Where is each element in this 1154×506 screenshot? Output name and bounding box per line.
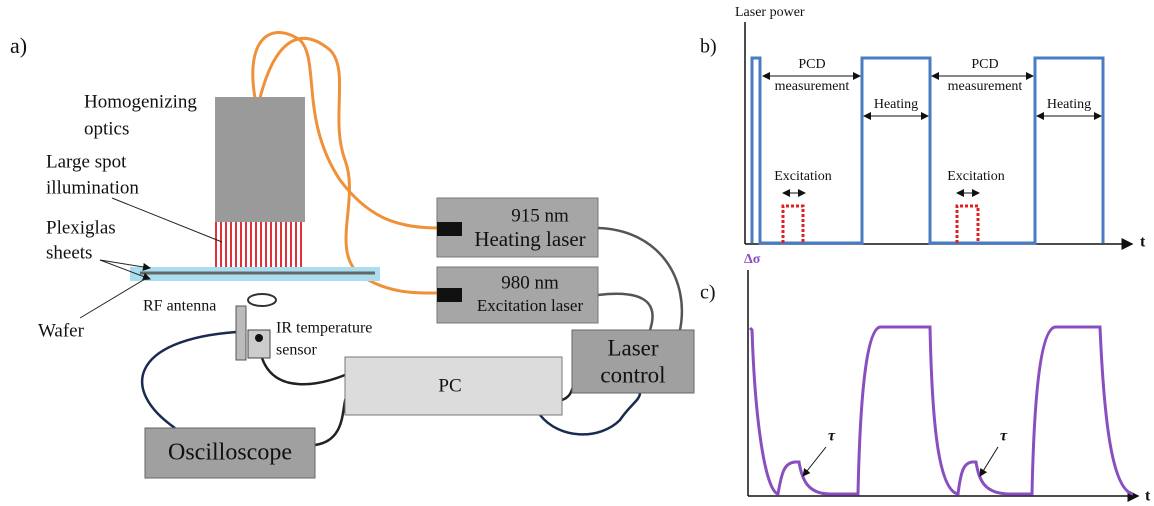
- laser-control-label: Laser: [607, 335, 658, 360]
- heating-label: Heating: [1047, 97, 1091, 112]
- excitation-label: Excitation: [774, 169, 832, 184]
- heating-laser-label: Heating laser: [474, 227, 585, 251]
- wafer-label: Wafer: [38, 320, 85, 341]
- tau-arrow: [979, 446, 999, 477]
- x-axis-label: t: [1145, 488, 1151, 505]
- sensor-dot: [255, 334, 263, 342]
- ir-sensor: [247, 329, 271, 359]
- antenna-rod: [235, 305, 247, 361]
- leader: [79, 278, 146, 319]
- optics-block: [215, 97, 305, 222]
- optics-label: optics: [84, 118, 129, 139]
- excitation-laser-label: Excitation laser: [477, 296, 584, 315]
- pcd-label: measurement: [775, 79, 850, 94]
- plexiglas-label: sheets: [46, 242, 92, 263]
- x-axis-label: t: [1140, 234, 1146, 251]
- antenna-label: RF antenna: [143, 298, 216, 315]
- y-axis-label: Laser power: [735, 5, 805, 20]
- oscilloscope-label: Oscilloscope: [168, 440, 292, 466]
- heating-laser: [436, 197, 599, 258]
- illumination: [215, 222, 305, 268]
- panel-label: c): [700, 282, 716, 304]
- excitation-label: Excitation: [947, 169, 1005, 184]
- optics-label: Homogenizing: [84, 91, 197, 112]
- pcd-label: PCD: [971, 57, 998, 72]
- oscilloscope: [144, 427, 316, 479]
- pc-label: PC: [438, 375, 461, 396]
- laser-control-label: control: [600, 362, 665, 387]
- y-axis-label: Δσ: [744, 252, 761, 267]
- sensor-label: IR temperature: [276, 320, 372, 337]
- pcd-label: PCD: [798, 57, 825, 72]
- illumination-label: Large spot: [46, 151, 127, 172]
- plexiglas-label: Plexiglas: [46, 217, 116, 238]
- heating-laser-label: 915 nm: [511, 205, 569, 226]
- conductivity-trace: [748, 325, 1134, 496]
- laser-aperture: [437, 288, 462, 302]
- antenna: [247, 293, 277, 307]
- cables: [140, 30, 684, 447]
- laser-power-trace: [750, 56, 1105, 245]
- leader: [99, 259, 151, 271]
- sensor-label: sensor: [276, 342, 318, 359]
- excitation-pulses: [781, 204, 980, 243]
- tau-label: τ: [1000, 428, 1008, 445]
- leader: [99, 259, 151, 281]
- leader: [111, 197, 223, 243]
- tau-label: τ: [828, 428, 836, 445]
- tau-arrow: [802, 446, 827, 477]
- panel-label: a): [10, 33, 27, 58]
- illumination-label: illumination: [46, 177, 139, 198]
- pcd-label: measurement: [948, 79, 1023, 94]
- heating-label: Heating: [874, 97, 918, 112]
- panel-label: b): [700, 36, 717, 58]
- excitation-laser-label: 980 nm: [501, 272, 559, 293]
- laser-control: [571, 329, 695, 394]
- pc: [344, 356, 563, 416]
- laser-aperture: [437, 222, 462, 236]
